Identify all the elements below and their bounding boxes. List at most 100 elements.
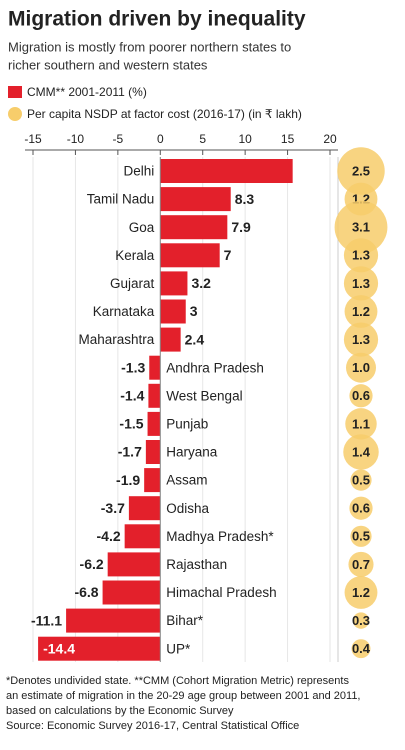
- footnote: *Denotes undivided state. **CMM (Cohort …: [6, 675, 349, 687]
- bubble-label: 0.5: [352, 529, 370, 544]
- bar: [145, 440, 161, 464]
- bubble: [348, 551, 374, 577]
- bar: [147, 411, 161, 436]
- x-tick-label: -15: [24, 132, 42, 146]
- value-label: 2.4: [185, 331, 205, 347]
- bar: [160, 327, 181, 352]
- value-label: -6.2: [80, 556, 104, 572]
- bubble: [343, 322, 379, 357]
- value-label: -1.4: [120, 388, 144, 404]
- value-label: -1.9: [116, 472, 140, 488]
- category-label: Assam: [166, 473, 207, 488]
- legend-label: CMM** 2001-2011 (%): [27, 85, 147, 99]
- bubble-label: 3.1: [352, 220, 370, 235]
- bar: [160, 271, 188, 296]
- bubble: [346, 352, 376, 383]
- category-label: Gujarat: [110, 276, 155, 291]
- category-label: Rajasthan: [166, 557, 227, 572]
- bar: [160, 187, 231, 212]
- bar: [160, 243, 220, 268]
- bubble: [343, 238, 379, 273]
- bubble-label: 1.1: [352, 416, 370, 431]
- bubble-label: 0.5: [352, 473, 370, 488]
- bar: [160, 215, 228, 240]
- bar: [148, 383, 161, 408]
- category-label: Karnataka: [93, 304, 155, 319]
- category-label: Tamil Nadu: [87, 192, 155, 207]
- bubble: [337, 147, 385, 195]
- bar: [144, 468, 161, 493]
- x-tick-label: 20: [323, 132, 337, 146]
- footnote: an estimate of migration in the 20-29 ag…: [6, 690, 361, 702]
- bubble: [344, 576, 378, 609]
- bubble: [334, 200, 388, 254]
- category-label: Delhi: [124, 164, 155, 179]
- x-tick-label: 0: [157, 132, 164, 146]
- bubble: [351, 639, 371, 659]
- bubble-label: 0.4: [352, 641, 371, 656]
- value-label: 15.6: [297, 163, 324, 179]
- value-label: -1.3: [121, 359, 145, 375]
- value-label: 7: [224, 247, 232, 263]
- category-label: Kerala: [115, 248, 155, 263]
- bubble-label: 0.6: [352, 501, 370, 516]
- bubble-label: 1.2: [352, 585, 370, 600]
- bar: [160, 299, 186, 324]
- value-label: -11.1: [31, 612, 62, 628]
- bubble-label: 0.6: [352, 388, 370, 403]
- bar: [107, 552, 161, 577]
- subtitle: richer southern and western states: [8, 57, 208, 72]
- bubble: [343, 266, 379, 301]
- value-label: -1.5: [119, 416, 143, 432]
- category-label: West Bengal: [166, 388, 242, 403]
- bubble: [350, 469, 372, 491]
- x-tick-label: 15: [281, 132, 295, 146]
- bubble: [343, 434, 379, 470]
- x-tick-label: -5: [113, 132, 124, 146]
- chart-title: Migration driven by inequality: [8, 8, 306, 31]
- bubble: [350, 525, 372, 547]
- bubble-label: 1.0: [352, 360, 370, 375]
- legend-label: Per capita NSDP at factor cost (2016-17)…: [27, 107, 302, 121]
- bubble-label: 2.5: [352, 163, 370, 178]
- category-label: Madhya Pradesh*: [166, 529, 274, 544]
- value-label: 3.2: [191, 275, 211, 291]
- bubble-label: 1.2: [352, 304, 370, 319]
- category-label: Andhra Pradesh: [166, 360, 264, 375]
- bar: [128, 496, 161, 521]
- category-label: Goa: [129, 220, 155, 235]
- footnote: based on calculations by the Economic Su…: [6, 705, 234, 717]
- x-tick-label: 5: [199, 132, 206, 146]
- value-label: -6.8: [74, 584, 98, 600]
- bar: [102, 580, 161, 605]
- value-label: -4.2: [97, 528, 121, 544]
- bar: [160, 159, 293, 183]
- source: Source: Economic Survey 2016-17, Central…: [6, 720, 299, 732]
- bubble-label: 1.3: [352, 332, 370, 347]
- legend-swatch: [8, 107, 22, 121]
- legend-swatch: [8, 86, 22, 98]
- bubble-label: 1.3: [352, 248, 370, 263]
- value-label: 8.3: [235, 191, 255, 207]
- bar: [66, 608, 161, 633]
- bubble-label: 0.7: [352, 557, 370, 572]
- category-label: Himachal Pradesh: [166, 585, 276, 600]
- x-tick-label: -10: [67, 132, 85, 146]
- bubble: [352, 612, 370, 629]
- category-label: UP*: [166, 641, 191, 656]
- bar: [149, 355, 161, 380]
- bar: [38, 636, 161, 661]
- bubble-label: 1.3: [352, 276, 370, 291]
- category-label: Punjab: [166, 416, 208, 431]
- x-tick-label: 10: [238, 132, 252, 146]
- bar: [124, 524, 161, 549]
- bubble: [349, 496, 373, 520]
- bubble-label: 1.4: [352, 444, 371, 459]
- value-label: -14.4: [43, 640, 75, 656]
- subtitle: Migration is mostly from poorer northern…: [8, 39, 291, 54]
- category-label: Maharashtra: [78, 332, 154, 347]
- category-label: Haryana: [166, 445, 218, 460]
- value-label: 7.9: [231, 219, 251, 235]
- value-label: -3.7: [101, 500, 125, 516]
